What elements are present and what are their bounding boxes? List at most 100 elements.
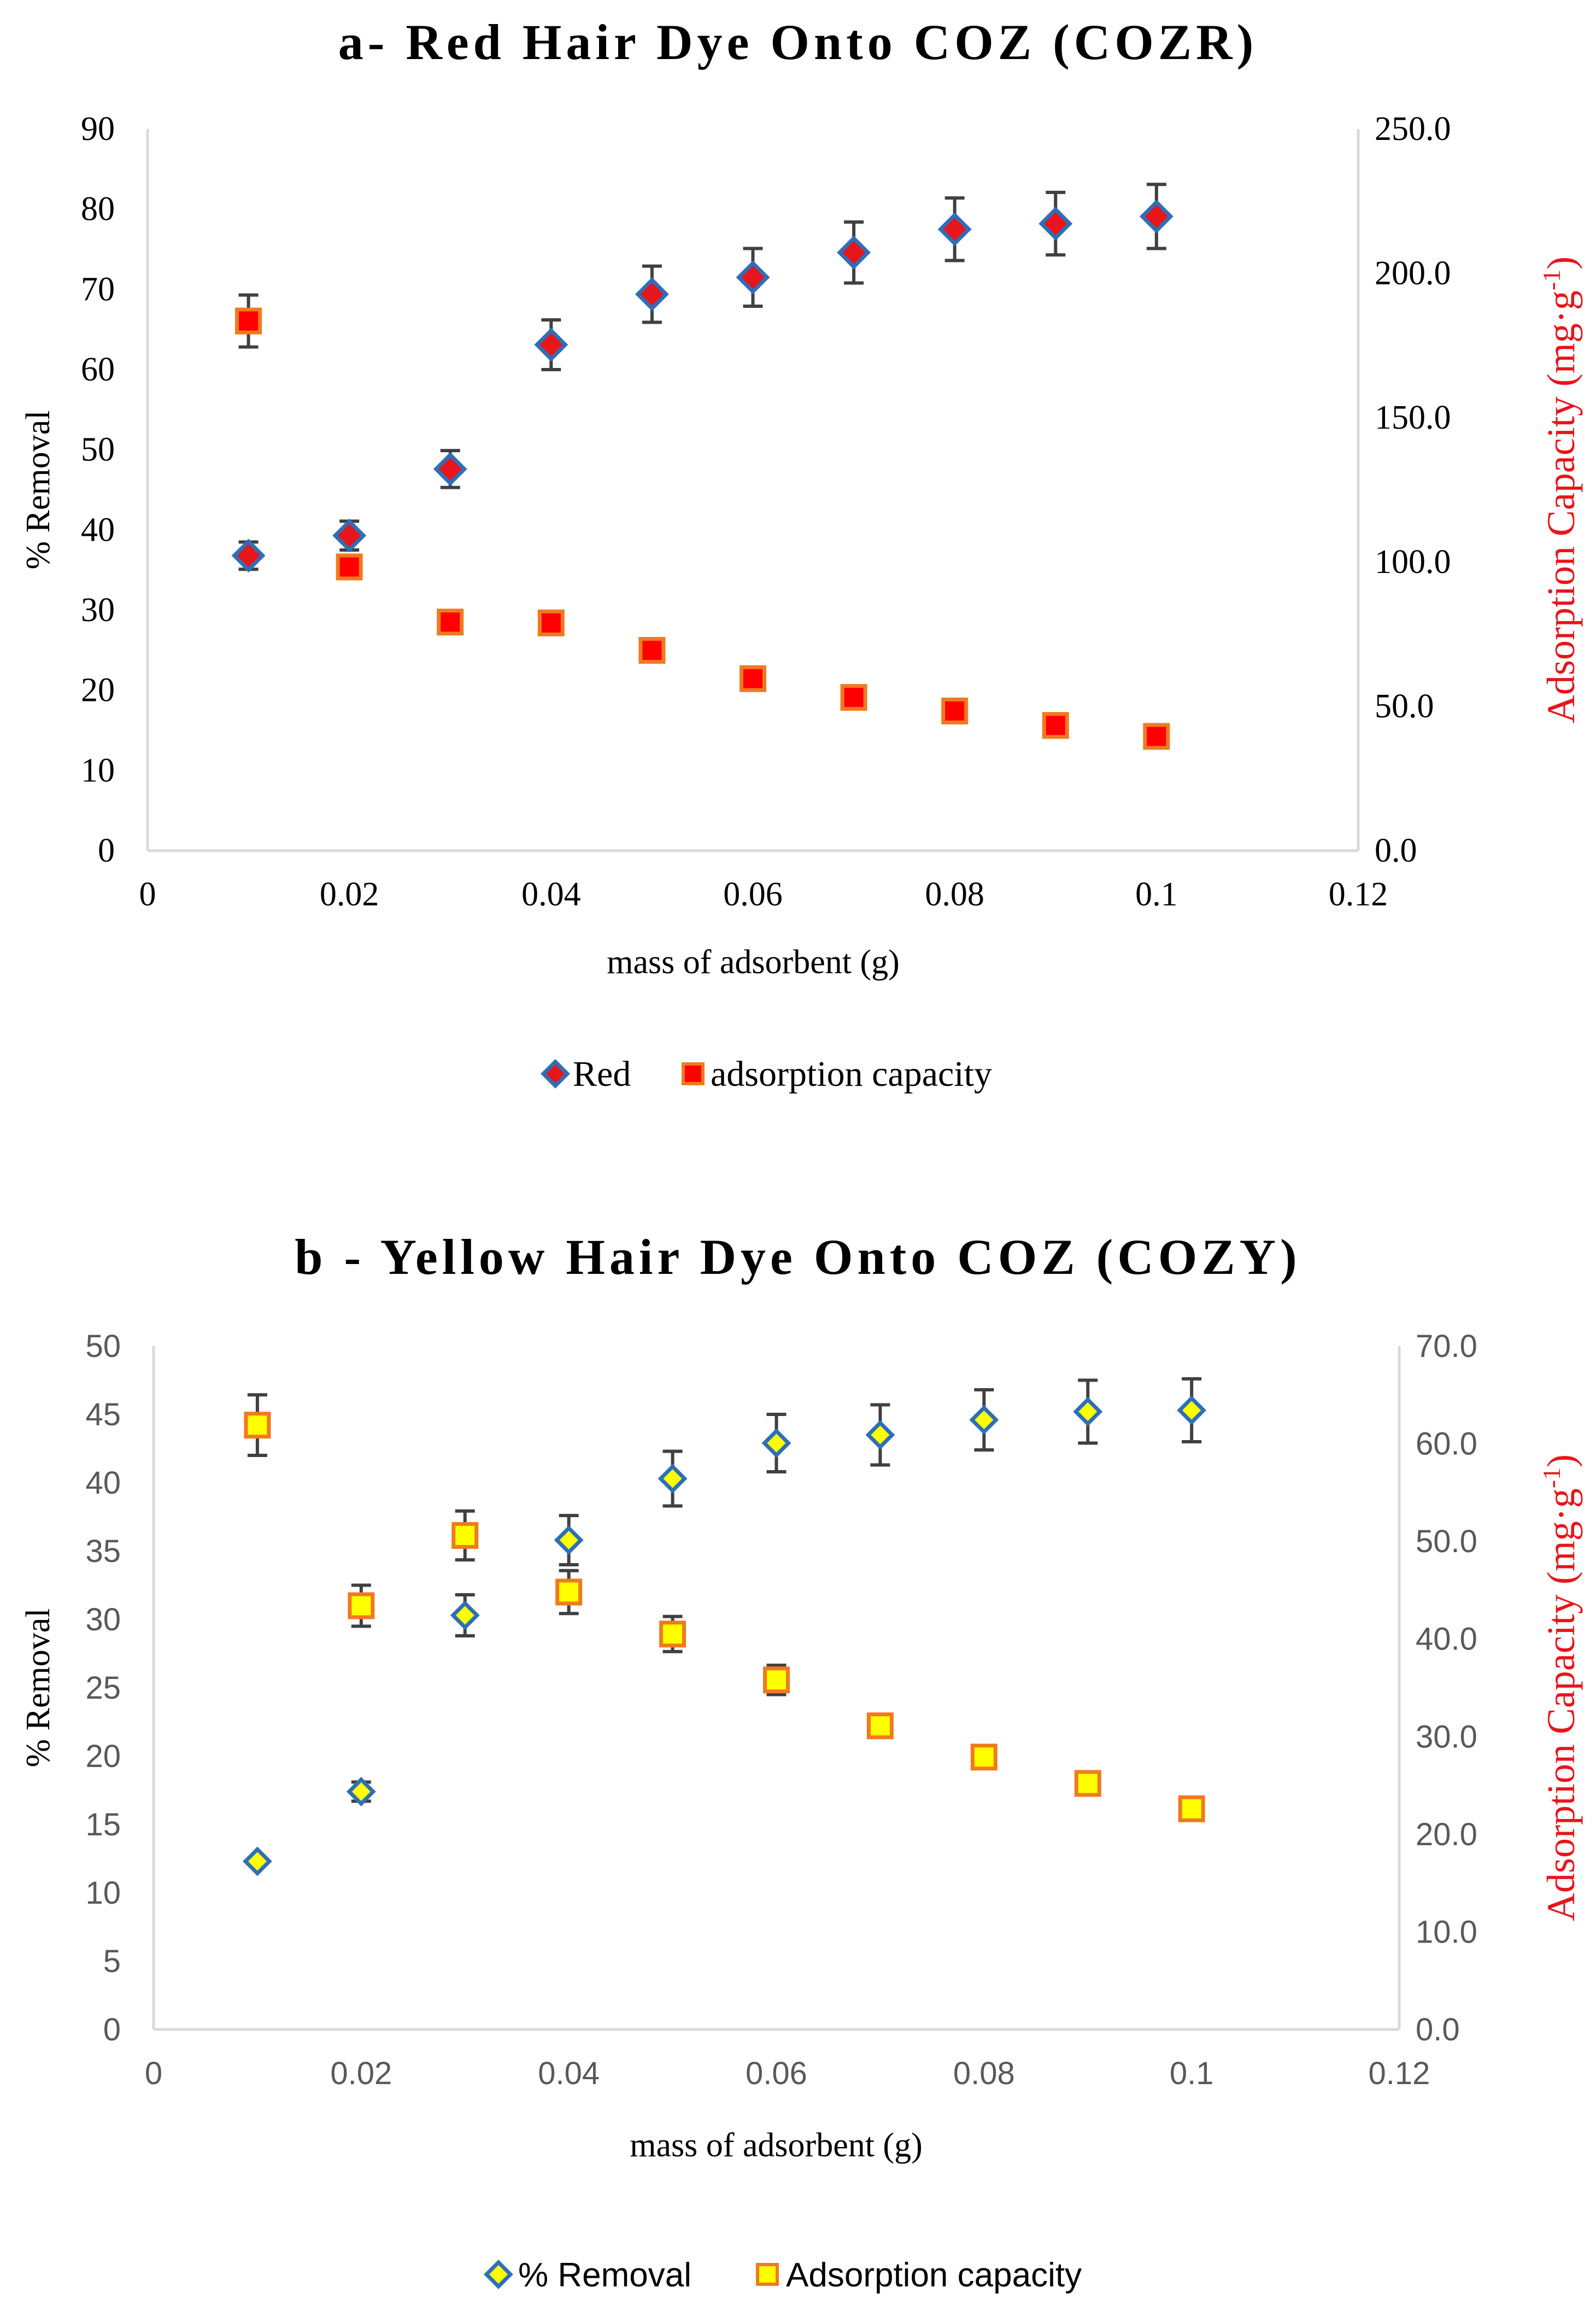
y2-tick-label: 60.0 (1416, 1426, 1477, 1462)
y-tick-label: 90 (81, 110, 115, 148)
y2-tick-label: 40.0 (1416, 1622, 1477, 1657)
chart-b-y2-label-end: ) (1539, 1454, 1583, 1467)
y-tick-label: 30 (81, 592, 115, 629)
y2-tick-label: 10.0 (1416, 1914, 1477, 1950)
data-point-diamond (450, 1600, 480, 1630)
data-point-diamond (761, 1428, 791, 1458)
y-tick-label: 40 (81, 511, 115, 548)
chart-b: b - Yellow Hair Dye Onto COZ (COZY) 0 5 10… (20, 1229, 1583, 2294)
x-tick-label: 0.1 (1170, 2056, 1214, 2091)
x-tick-label: 0.12 (1369, 2056, 1430, 2091)
y2-tick-label: 0.0 (1375, 832, 1417, 869)
data-point-square (1074, 1770, 1101, 1797)
y2-tick-label: 50.0 (1375, 688, 1434, 725)
y2-tick-label: 100.0 (1375, 543, 1451, 581)
y-tick-label: 35 (85, 1534, 121, 1569)
legend-square-marker (756, 2263, 779, 2286)
data-point-diamond (937, 212, 972, 247)
x-tick-label: 0.04 (538, 2056, 600, 2091)
chart-a-y-ticks: 0 10 20 30 40 50 60 70 80 90 (81, 110, 115, 869)
data-point-diamond (1073, 1397, 1103, 1426)
chart-a: a- Red Hair Dye Onto COZ (COZR) 0 10 20 30 4… (20, 14, 1583, 1094)
y2-tick-label: 250.0 (1375, 110, 1451, 148)
x-tick-label: 0.06 (746, 2056, 807, 2091)
data-point-diamond (1177, 1395, 1207, 1425)
data-point-diamond (534, 327, 568, 362)
chart-b-y-label: % Removal (20, 1608, 57, 1768)
chart-a-y2-label-main: Adsorption Capacity (mg·g (1539, 290, 1583, 723)
data-point-square (451, 1522, 479, 1549)
y-tick-label: 60 (81, 351, 115, 388)
data-point-square (1042, 712, 1069, 739)
y-tick-label: 20 (81, 672, 115, 709)
chart-a-legend: Red adsorption capacity (541, 1054, 992, 1094)
legend-label-adsorption-capacity: Adsorption capacity (786, 2256, 1082, 2294)
y-tick-label: 15 (85, 1807, 121, 1842)
data-point-square (763, 1666, 790, 1694)
y-tick-label: 70 (81, 271, 115, 308)
data-point-square (970, 1744, 998, 1771)
data-point-square (638, 637, 666, 664)
y-tick-label: 80 (81, 191, 115, 228)
x-tick-label: 0 (145, 2056, 162, 2091)
y-tick-label: 50 (81, 431, 115, 469)
data-point-diamond (242, 1846, 272, 1876)
chart-b-legend: % Removal Adsorption capacity (484, 2256, 1082, 2294)
chart-b-y-ticks: 0 5 10 15 20 25 30 35 40 45 50 (85, 1329, 121, 2047)
chart-a-x-label: mass of adsorbent (g) (607, 944, 899, 981)
y-tick-label: 10 (81, 752, 115, 789)
data-point-square (537, 609, 565, 636)
chart-b-y2-label: Adsorption Capacity (mg·g-1) (1538, 1454, 1583, 1921)
chart-a-y2-label-sup: -1 (1538, 270, 1565, 290)
chart-a-marks (231, 183, 1173, 750)
data-point-diamond (1139, 199, 1173, 233)
chart-b-x-label: mass of adsorbent (g) (630, 2127, 922, 2164)
y-tick-label: 45 (85, 1397, 121, 1432)
data-point-diamond (736, 260, 770, 295)
data-point-square (1143, 723, 1170, 750)
x-tick-label: 0.08 (925, 876, 984, 913)
legend-label-red: Red (573, 1054, 631, 1094)
y-tick-label: 0 (103, 2012, 121, 2047)
data-point-diamond (346, 1777, 376, 1806)
data-point-diamond (433, 452, 467, 486)
chart-b-axes (152, 1346, 1401, 2031)
y-tick-label: 20 (85, 1739, 121, 1774)
chart-b-y2-label-sup: -1 (1538, 1467, 1565, 1488)
legend-diamond-marker (484, 2260, 513, 2289)
data-point-square (555, 1578, 583, 1606)
data-point-diamond (635, 277, 669, 312)
y2-tick-label: 20.0 (1416, 1817, 1477, 1852)
y-tick-label: 40 (85, 1465, 121, 1501)
data-point-square (348, 1592, 375, 1619)
data-point-diamond (231, 539, 266, 573)
data-point-square (866, 1712, 894, 1740)
y-tick-label: 25 (85, 1670, 121, 1706)
chart-a-title: a- Red Hair Dye Onto COZ (COZR) (338, 14, 1258, 70)
data-point-diamond (554, 1525, 584, 1555)
chart-b-x-ticks: 0 0.02 0.04 0.06 0.08 0.1 0.12 (145, 2056, 1430, 2091)
chart-a-y2-ticks: 0.0 50.0 100.0 150.0 200.0 250.0 (1375, 110, 1451, 869)
data-point-diamond (658, 1464, 688, 1494)
y2-tick-label: 30.0 (1416, 1719, 1477, 1754)
data-point-square (840, 684, 867, 711)
chart-a-y-label: % Removal (20, 411, 57, 570)
data-point-square (437, 609, 464, 636)
legend-diamond-marker (541, 1059, 570, 1089)
data-point-square (941, 697, 969, 724)
y2-tick-label: 50.0 (1416, 1524, 1477, 1559)
y2-tick-label: 150.0 (1375, 399, 1451, 436)
x-tick-label: 0.1 (1135, 876, 1178, 913)
chart-b-y2-ticks: 0.0 10.0 20.0 30.0 40.0 50.0 60.0 70.0 (1416, 1329, 1477, 2047)
chart-a-axes (146, 129, 1360, 852)
x-tick-label: 0.04 (521, 876, 581, 913)
data-point-square (235, 307, 262, 335)
chart-a-y2-label-end: ) (1539, 256, 1583, 270)
y2-tick-label: 0.0 (1416, 2012, 1460, 2047)
data-point-square (659, 1620, 686, 1648)
chart-b-y2-label-main: Adsorption Capacity (mg·g (1539, 1488, 1583, 1921)
chart-b-title: b - Yellow Hair Dye Onto COZ (COZY) (295, 1229, 1301, 1285)
x-tick-label: 0.02 (330, 2056, 392, 2091)
chart-b-marks (242, 1377, 1207, 1876)
